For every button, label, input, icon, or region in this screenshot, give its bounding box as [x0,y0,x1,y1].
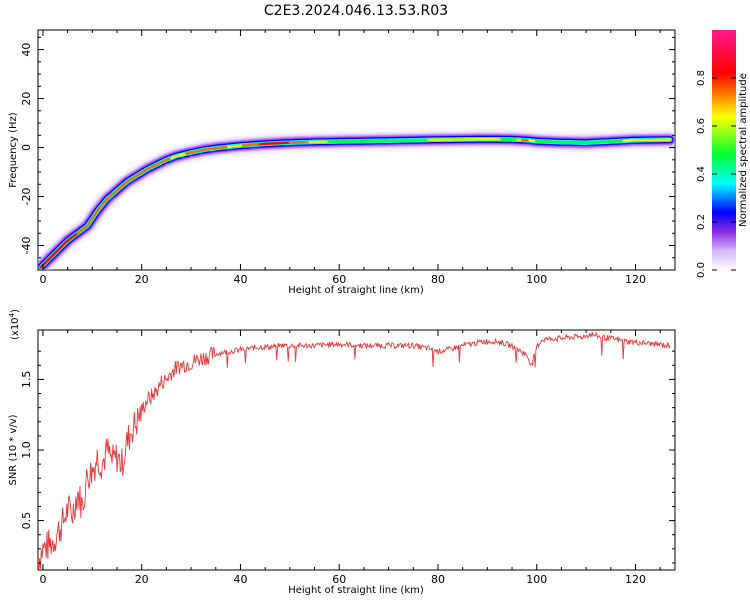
spectrogram-ylabel: Frequency (Hz) [8,112,19,188]
spectrogram-xtick-label: 80 [431,273,445,286]
spectrogram-xtick-label: 60 [332,273,346,286]
spectrogram-xtick-label: 100 [526,273,547,286]
snr-ytick-label: 1.0 [20,441,33,459]
colorbar-tick-label: 0.2 [696,214,707,230]
snr-ylabel: SNR (10 * v/v) [8,414,19,485]
spectrogram-ytick-label: -40 [20,237,33,255]
spectrogram-xlabel: Height of straight line (km) [288,285,424,296]
spectrogram-ytick-label: -20 [20,188,33,206]
colorbar-tick-label: 0.6 [696,118,707,134]
colorbar-tick-label: 0.4 [696,166,707,182]
snr-multiplier-close: ) [10,309,21,313]
snr-frame [37,329,676,571]
snr-xtick-label: 0 [39,573,46,586]
spectrogram-xtick-label: 0 [39,273,46,286]
colorbar-label: Normalized spectral amplitude [738,73,749,227]
spectrogram-panel: 0 20 40 60 80 100 120 -40 -20 0 20 40 Height of st… [8,29,676,296]
snr-xtick-label: 40 [233,573,247,586]
colorbar-tick-label: 0.0 [696,262,707,278]
snr-xtick-label: 100 [526,573,547,586]
snr-xtick-label: 20 [135,573,149,586]
spectrogram-xtick-label: 120 [625,273,646,286]
snr-xtick-label: 60 [332,573,346,586]
snr-ytick-label: 1.5 [20,371,33,389]
snr-xtick-label: 120 [625,573,646,586]
snr-multiplier: (x104) [8,309,21,340]
snr-xtick-label: 80 [431,573,445,586]
colorbar-tick-label: 0.8 [696,70,707,86]
spectrogram-ytick-label: 0 [20,144,33,151]
snr-panel: 0 20 40 60 80 100 120 0.5 1.0 1.5 Height of stra… [8,309,676,596]
colorbar-gradient [712,30,736,270]
spectrogram-ytick-label: 20 [20,92,33,106]
spectrogram-xtick-label: 40 [233,273,247,286]
snr-multiplier-base: (x10 [10,317,21,340]
snr-multiplier-exp: 4 [8,312,16,317]
spectrogram-xtick-label: 20 [135,273,149,286]
snr-ytick-label: 0.5 [20,512,33,530]
snr-xlabel: Height of straight line (km) [288,585,424,596]
spectrogram-ytick-label: 40 [20,43,33,57]
figure-title: C2E3.2024.046.13.53.R03 [264,3,448,19]
colorbar: 0.0 0.2 0.4 0.6 0.8 Normalized spectral ampl… [696,30,749,278]
snr-series-line [38,331,671,570]
